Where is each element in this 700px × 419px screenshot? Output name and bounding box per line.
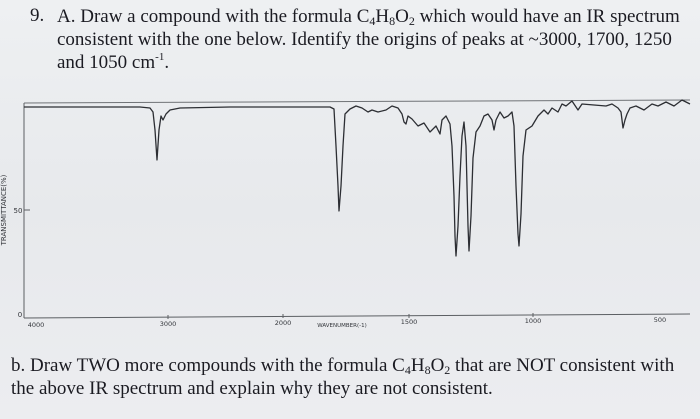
question-line-1-suffix: which would have an IR spectrum bbox=[414, 6, 680, 27]
question-line-3: and 1050 cm-1. bbox=[57, 51, 692, 74]
y-tick-50: 50 bbox=[14, 207, 23, 215]
question-line-3-prefix: and 1050 cm bbox=[57, 52, 156, 73]
x-tick-3000: 3000 bbox=[160, 320, 177, 328]
formula-subscript-c: 4 bbox=[369, 14, 376, 28]
question-line-2: consistent with the one below. Identify … bbox=[57, 29, 672, 50]
question-part-a: A. Draw a compound with the formula C4H8… bbox=[57, 5, 692, 74]
unit-superscript: -1 bbox=[155, 51, 165, 63]
spectrum-trace bbox=[24, 99, 691, 257]
spectrum-top-border bbox=[23, 99, 691, 104]
question-part-b: b. Draw TWO more compounds with the form… bbox=[11, 354, 691, 400]
formula-subscript-o: 2 bbox=[408, 14, 415, 28]
question-line-1: A. Draw a compound with the formula C4H8… bbox=[57, 5, 692, 28]
x-tick-1500: 1500 bbox=[401, 318, 418, 326]
y-axis-label: TRANSMITTANCE(%) bbox=[0, 174, 8, 246]
part-b-subscript-c: 4 bbox=[404, 363, 411, 377]
part-b-o: O bbox=[430, 355, 445, 376]
formula-o: O bbox=[395, 6, 409, 27]
part-b-line-1: b. Draw TWO more compounds with the form… bbox=[11, 354, 691, 377]
y-tick-0: 0 bbox=[18, 311, 22, 319]
part-b-suffix: that are NOT consistent with bbox=[450, 355, 675, 376]
question-number: 9. bbox=[30, 5, 45, 26]
x-tick-2000: 2000 bbox=[275, 319, 292, 327]
spectrum-bottom-axis bbox=[23, 313, 691, 319]
part-b-h: H bbox=[410, 355, 425, 376]
formula-prefix-text: A. Draw a compound with the formula C bbox=[57, 6, 370, 27]
formula-subscript-h: 8 bbox=[389, 14, 396, 28]
x-axis-label: WAVENUMBER(-1) bbox=[317, 323, 367, 329]
part-b-line-2: the above IR spectrum and explain why th… bbox=[11, 378, 493, 399]
x-tick-1000: 1000 bbox=[525, 317, 542, 325]
formula-h: H bbox=[375, 6, 390, 27]
question-line-3-suffix: . bbox=[164, 52, 170, 73]
x-tick-4000: 4000 bbox=[28, 321, 45, 329]
part-b-subscript-o: 2 bbox=[444, 363, 451, 377]
x-tick-500: 500 bbox=[654, 316, 666, 324]
part-b-prefix: b. Draw TWO more compounds with the form… bbox=[11, 355, 405, 376]
part-b-subscript-h: 8 bbox=[424, 363, 431, 377]
ir-spectrum: TRANSMITTANCE(%) 50 0 4000 3000 2000 150… bbox=[0, 99, 691, 329]
